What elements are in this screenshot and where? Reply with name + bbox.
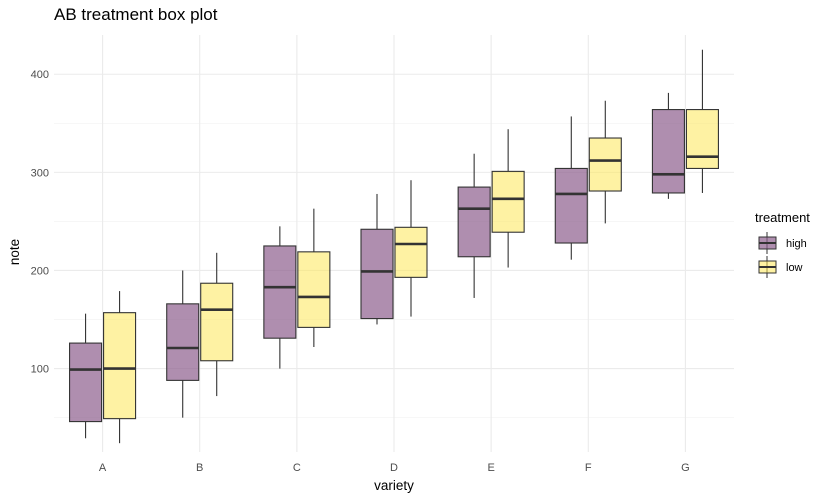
box-body	[263, 245, 297, 339]
legend-label: low	[786, 262, 803, 274]
chart-title: AB treatment box plot	[54, 5, 218, 24]
box-low-B	[200, 252, 234, 397]
legend: treatment high low	[755, 210, 810, 278]
legend-key-low: low	[758, 256, 803, 278]
box-body	[166, 303, 200, 381]
box-high-D	[360, 193, 394, 325]
box-high-C	[263, 226, 297, 369]
box-body	[69, 342, 103, 423]
box-low-E	[491, 129, 525, 268]
box-high-A	[69, 313, 103, 439]
box-body	[297, 251, 331, 328]
box-body	[491, 170, 525, 233]
box-high-G	[651, 92, 685, 199]
x-tick-label: A	[99, 462, 107, 474]
x-tick-label: B	[196, 462, 203, 474]
box-high-B	[166, 270, 200, 418]
box-low-C	[297, 208, 331, 348]
x-tick-label: E	[487, 462, 494, 474]
box-body	[457, 186, 491, 258]
box-high-F	[554, 116, 588, 260]
box-body	[103, 312, 137, 420]
box-low-A	[103, 291, 137, 444]
axes: 100 200 300 400 A B C D E F G	[31, 69, 690, 474]
y-axis-title: note	[7, 239, 22, 265]
box-high-E	[457, 153, 491, 298]
y-tick-label: 400	[31, 69, 49, 81]
x-axis-title: variety	[374, 478, 414, 493]
box-low-F	[588, 100, 622, 224]
x-tick-label: D	[390, 462, 398, 474]
y-tick-label: 100	[31, 364, 49, 376]
x-tick-label: G	[681, 462, 690, 474]
box-body	[554, 167, 588, 244]
box-low-G	[685, 49, 719, 193]
box-body	[651, 109, 685, 194]
box-body	[200, 282, 234, 362]
box-layer	[69, 49, 719, 444]
legend-title: treatment	[755, 210, 810, 225]
legend-key-high: high	[758, 232, 807, 254]
box-body	[685, 109, 719, 169]
box-body	[394, 226, 428, 278]
box-body	[360, 228, 394, 320]
legend-label: high	[786, 238, 807, 250]
y-tick-label: 200	[31, 265, 49, 277]
x-tick-label: C	[293, 462, 301, 474]
grid	[54, 35, 734, 452]
x-tick-label: F	[585, 462, 592, 474]
box-body	[588, 137, 622, 192]
y-tick-label: 300	[31, 167, 49, 179]
box-low-D	[394, 180, 428, 317]
